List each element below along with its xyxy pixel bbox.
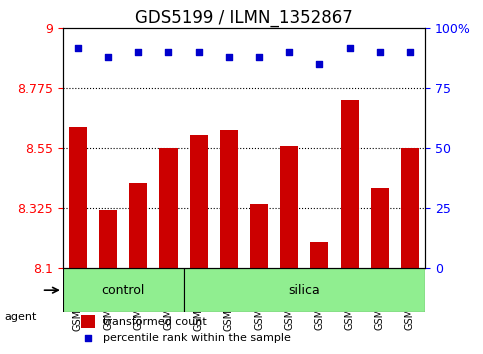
Bar <box>250 204 268 268</box>
Title: GDS5199 / ILMN_1352867: GDS5199 / ILMN_1352867 <box>135 9 353 27</box>
Text: agent: agent <box>5 312 37 322</box>
Text: silica: silica <box>288 284 320 297</box>
Bar <box>401 148 419 268</box>
Bar <box>189 135 208 268</box>
Point <box>134 50 142 55</box>
Text: transformed count: transformed count <box>103 317 206 327</box>
Point <box>376 50 384 55</box>
Bar <box>184 268 425 312</box>
Point <box>406 50 414 55</box>
Point <box>315 62 323 67</box>
Point <box>104 54 112 60</box>
Point <box>285 50 293 55</box>
Bar <box>81 315 96 328</box>
Bar <box>371 188 389 268</box>
Point <box>165 50 172 55</box>
Point <box>85 335 92 341</box>
Bar <box>159 148 178 268</box>
Bar <box>280 146 298 268</box>
Text: control: control <box>101 284 145 297</box>
Bar <box>311 242 328 268</box>
Bar <box>99 210 117 268</box>
Bar <box>63 268 184 312</box>
Bar <box>69 127 87 268</box>
Point <box>74 45 82 50</box>
Text: percentile rank within the sample: percentile rank within the sample <box>103 333 290 343</box>
Bar <box>129 183 147 268</box>
Point <box>195 50 202 55</box>
Point <box>255 54 263 60</box>
Point <box>225 54 233 60</box>
Point <box>346 45 354 50</box>
Bar <box>341 100 358 268</box>
Bar <box>220 130 238 268</box>
